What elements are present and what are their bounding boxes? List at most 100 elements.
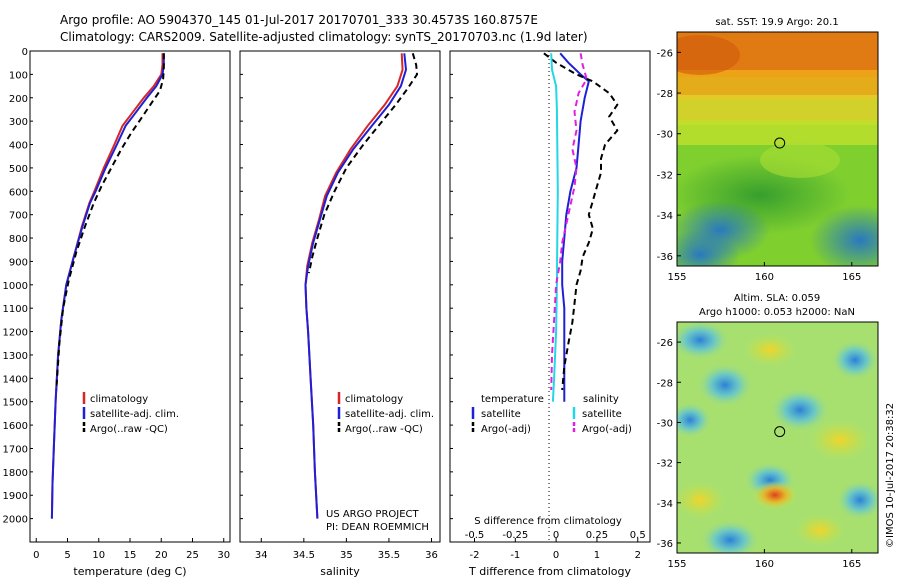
map-x-tick-label: 160	[755, 272, 774, 283]
t-difference-x-tick-labels: -2 -1 0 1 2	[469, 538, 641, 561]
s-difference-axis-label: S difference from climatology	[474, 516, 622, 527]
difference-axes-frame	[449, 50, 651, 543]
imos-timestamp: ©IMOS 10-Jul-2017 20:38:32	[885, 403, 896, 548]
salinity-legend: climatology satellite-adj. clim. Argo(..…	[337, 392, 434, 435]
difference-panel: -2 -1 0 1 2 -0.5 -0.25 0 0.25 0.5 S difference f…	[449, 50, 651, 578]
sla-map-subtitle: Argo h1000: 0.053 h2000: NaN	[699, 307, 855, 318]
depth-tick-label: 1900	[3, 491, 28, 502]
x-tick-label: 36	[425, 550, 438, 561]
series-line	[304, 53, 404, 519]
map-y-tick-label: -34	[657, 499, 673, 510]
salinity-axes-frame	[239, 50, 441, 543]
depth-tick-label: 1600	[3, 421, 28, 432]
x-tick-label: -1	[510, 550, 520, 561]
map-y-tick-label: -28	[657, 378, 673, 389]
map-y-tick-label: -32	[657, 459, 673, 470]
legend-sal-satellite-label: satellite	[582, 409, 622, 420]
legend-satellite-label: satellite-adj. clim.	[345, 409, 434, 420]
temperature-series-lines	[50, 53, 165, 519]
depth-tick-label: 0	[22, 47, 28, 58]
salinity-panel: 34 34.5 35 35.5 36 salinity climatology sate…	[239, 50, 441, 578]
x-tick-label: 15	[124, 550, 137, 561]
x-tick-label: 25	[186, 550, 199, 561]
depth-tick-label: 600	[9, 187, 28, 198]
x-tick-label: 1	[594, 550, 600, 561]
x-tick-label: 0	[553, 550, 559, 561]
depth-tick-label: 1200	[3, 328, 28, 339]
difference-series-lines	[543, 52, 619, 402]
map-x-tick-label: 155	[667, 272, 686, 283]
sst-map-title: sat. SST: 19.9 Argo: 20.1	[715, 17, 838, 28]
series-line	[55, 53, 165, 391]
depth-tick-label: 1000	[3, 281, 28, 292]
x-tick-label: 20	[155, 550, 168, 561]
depth-tick-label: 200	[9, 94, 28, 105]
sla-map-title: Altim. SLA: 0.059	[734, 293, 820, 304]
map-y-tick-label: -30	[657, 418, 673, 429]
sla-map: Altim. SLA: 0.059 Argo h1000: 0.053 h200…	[657, 293, 879, 570]
depth-tick-label: 100	[9, 70, 28, 81]
map-y-tick-label: -32	[657, 170, 673, 181]
depth-tick-label: 1700	[3, 444, 28, 455]
depth-tick-labels: 0 100 200 300 400 500 600 700 800 900 1000 1100 1200…	[3, 47, 453, 526]
x-tick-label: 34.5	[293, 550, 315, 561]
x-tick-label: 34	[255, 550, 268, 561]
s-difference-tick-label: -0.25	[502, 530, 528, 541]
sst-map: sat. SST: 19.9 Argo: 20.1 -26 -28 -30 -32 -3…	[657, 17, 879, 283]
depth-tick-label: 700	[9, 211, 28, 222]
sla-map-frame	[676, 321, 879, 554]
credit-line-2: PI: DEAN ROEMMICH	[326, 522, 429, 533]
temperature-x-tick-labels: 0 5 10 15 20 25 30	[33, 538, 230, 561]
t-difference-x-axis-label: T difference from climatology	[468, 565, 631, 578]
depth-tick-label: 1500	[3, 398, 28, 409]
s-difference-tick-label: 0.25	[586, 530, 608, 541]
x-tick-label: 35	[340, 550, 353, 561]
depth-tick-label: 1100	[3, 304, 28, 315]
map-y-tick-label: -26	[657, 48, 673, 59]
x-tick-label: -2	[469, 550, 479, 561]
legend-temperature-title: temperature	[481, 394, 544, 405]
legend-climatology-label: climatology	[90, 394, 148, 405]
map-x-tick-label: 160	[755, 559, 774, 570]
series-line	[559, 52, 590, 402]
series-line	[304, 53, 408, 519]
sla-map-y-tick-labels: -26 -28 -30 -32 -34 -36	[657, 338, 681, 550]
depth-tick-label: 1400	[3, 374, 28, 385]
map-x-tick-label: 165	[842, 272, 861, 283]
temperature-axes-frame	[29, 50, 231, 543]
x-tick-label: 5	[64, 550, 70, 561]
map-x-tick-label: 155	[667, 559, 686, 570]
series-line	[543, 52, 619, 391]
legend-satellite-label: satellite-adj. clim.	[90, 409, 179, 420]
s-difference-tick-label: 0.5	[630, 530, 646, 541]
x-tick-label: 2	[635, 550, 641, 561]
depth-tick-label: 300	[9, 117, 28, 128]
salinity-series-lines	[304, 53, 419, 519]
x-tick-label: 35.5	[378, 550, 400, 561]
argo-location-marker	[774, 137, 786, 149]
x-tick-label: 10	[92, 550, 105, 561]
legend-argo-label: Argo(..raw -QC)	[345, 424, 423, 435]
map-y-tick-label: -34	[657, 211, 673, 222]
s-difference-tick-labels: -0.5 -0.25 0 0.25 0.5	[465, 530, 646, 541]
depth-tick-label: 800	[9, 234, 28, 245]
map-y-tick-label: -26	[657, 338, 673, 349]
depth-tick-label: 2000	[3, 515, 28, 526]
argo-location-marker	[774, 426, 786, 438]
salinity-x-tick-labels: 34 34.5 35 35.5 36	[255, 538, 438, 561]
series-line	[550, 53, 559, 402]
legend-temp-satellite-label: satellite	[481, 409, 521, 420]
credit-line-1: US ARGO PROJECT	[326, 509, 420, 520]
legend-temp-argo-label: Argo(-adj)	[481, 424, 531, 435]
temperature-x-axis-label: temperature (deg C)	[73, 565, 186, 578]
sst-map-x-tick-labels: 155 160 165	[667, 262, 861, 283]
depth-tick-label: 900	[9, 257, 28, 268]
salinity-x-axis-label: salinity	[320, 565, 360, 578]
sst-map-y-tick-labels: -26 -28 -30 -32 -34 -36	[657, 48, 681, 263]
difference-legend: temperature satellite Argo(-adj) salinit…	[471, 394, 632, 435]
map-y-tick-label: -30	[657, 130, 673, 141]
series-line	[50, 53, 165, 519]
sla-heatmap	[677, 322, 878, 553]
map-y-tick-label: -36	[657, 252, 673, 263]
legend-sal-argo-label: Argo(-adj)	[582, 424, 632, 435]
